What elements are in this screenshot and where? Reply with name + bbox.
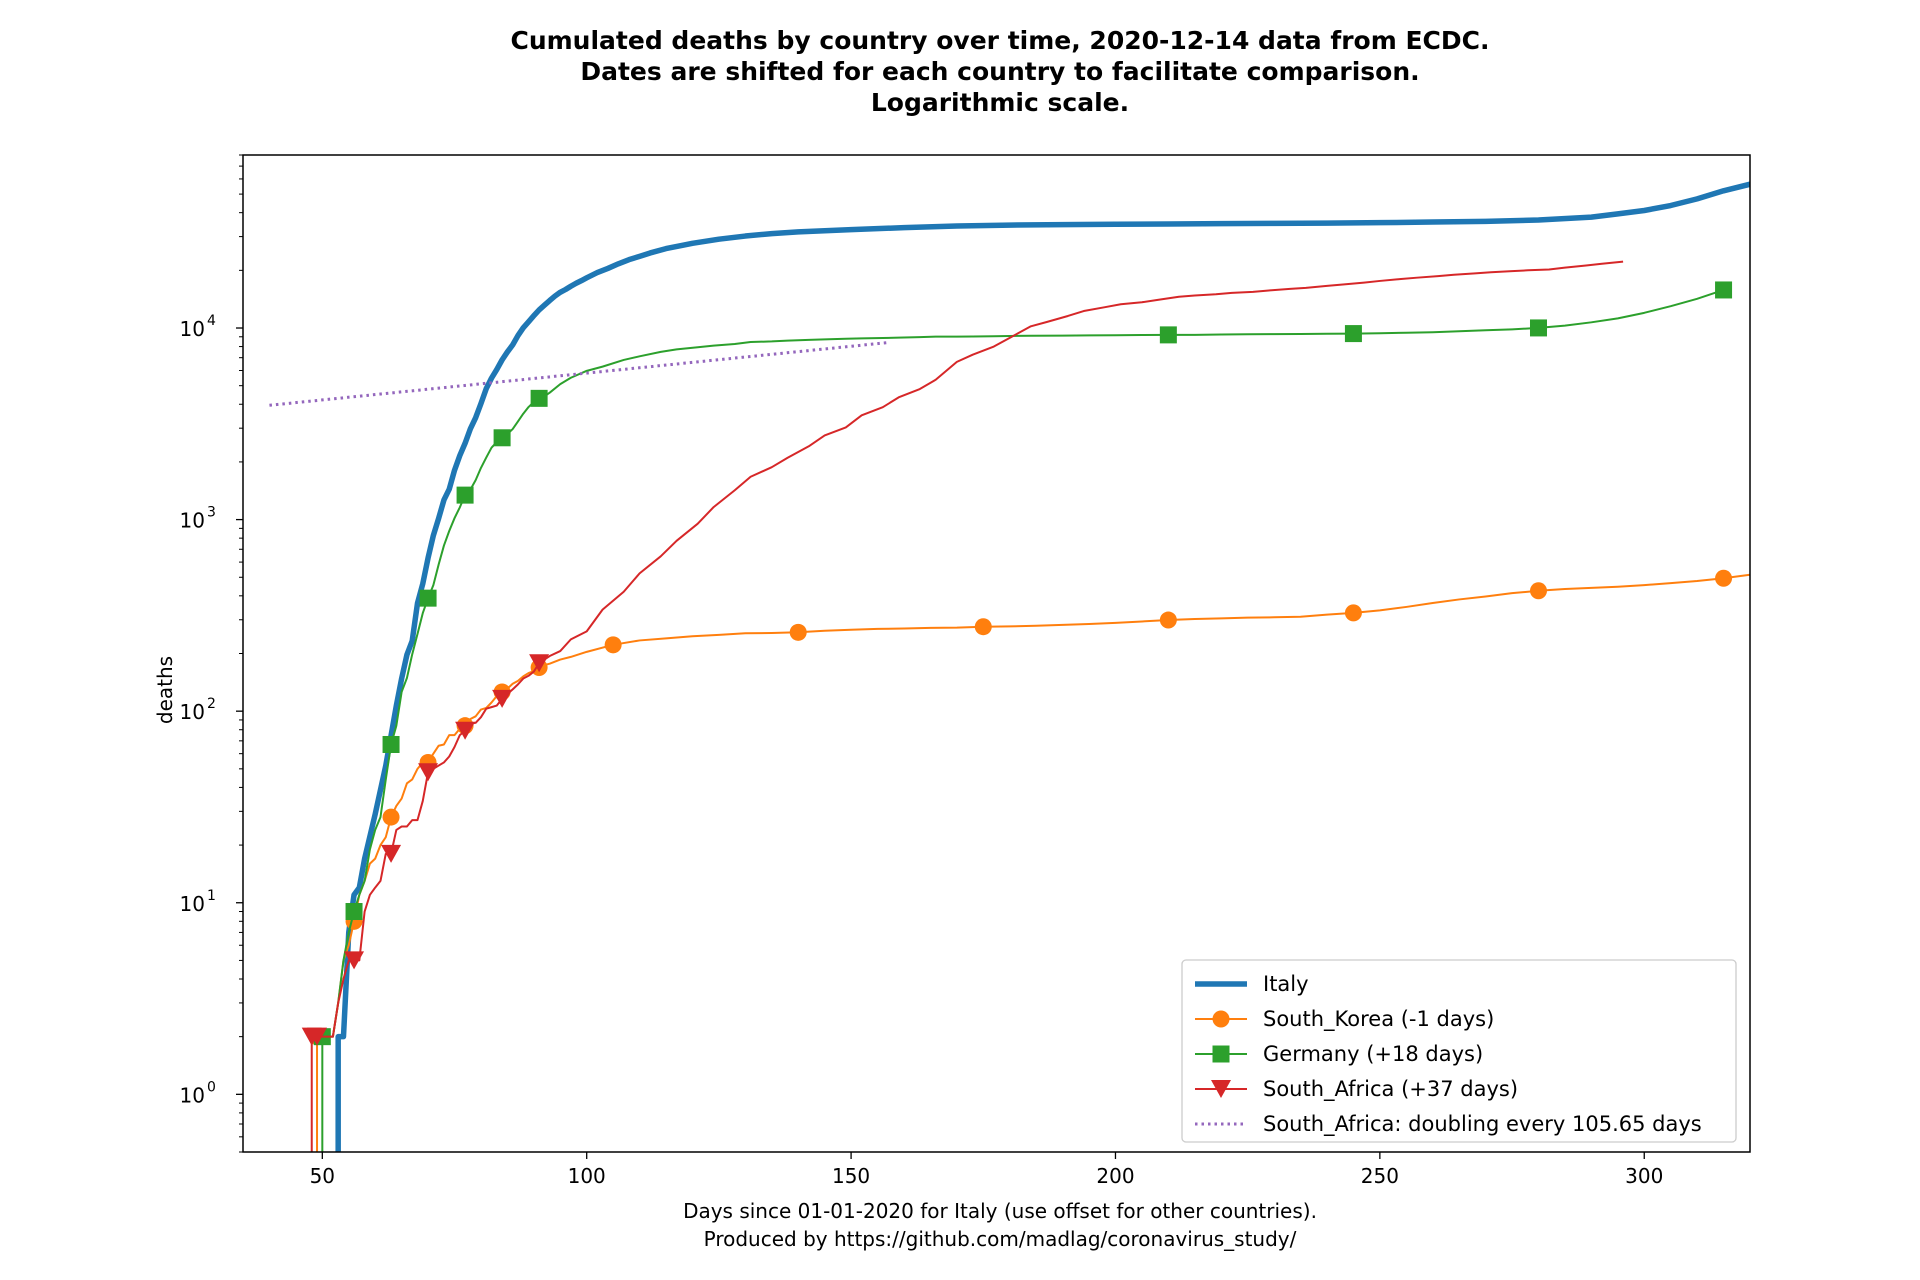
series-south-africa-37-days (301, 260, 1624, 1152)
data-point (382, 808, 400, 826)
y-tick-label: 10 (180, 700, 205, 724)
x-tick-label: 200 (1096, 1164, 1134, 1188)
legend-label: Italy (1263, 972, 1309, 996)
series-line-germany-18-days (321, 287, 1730, 1152)
legend-marker (1212, 1010, 1230, 1028)
data-point (1159, 611, 1177, 629)
legend-label: South_Africa: doubling every 105.65 days (1263, 1112, 1702, 1137)
data-point (344, 951, 365, 970)
data-point (1715, 569, 1733, 587)
legend: Italy South_Korea (-1 days) Germany (+18 d… (1181, 959, 1737, 1143)
series-line-italy (335, 181, 1750, 1152)
legend-item: Germany (+18 days) (1195, 1042, 1483, 1066)
x-tick-label: 100 (568, 1164, 606, 1188)
legend-label: South_Africa (+37 days) (1263, 1077, 1518, 1102)
series-line-south-africa-37-days (310, 260, 1624, 1152)
y-tick-exponent: 3 (207, 505, 216, 521)
x-tick-label: 300 (1625, 1164, 1663, 1188)
data-point (492, 689, 513, 708)
data-point (455, 721, 476, 740)
data-point (1344, 604, 1362, 622)
data-point (456, 486, 474, 504)
data-point (1715, 281, 1733, 299)
y-tick-exponent: 1 (207, 888, 216, 904)
data-point (1159, 326, 1177, 344)
x-axis-label-line-2: Produced by https://github.com/madlag/co… (704, 1227, 1297, 1251)
legend-item: South_Africa (+37 days) (1195, 1077, 1518, 1102)
series-italy (335, 181, 1750, 1152)
data-point (529, 654, 550, 673)
legend-label: South_Korea (-1 days) (1263, 1007, 1494, 1032)
x-tick-label: 250 (1361, 1164, 1399, 1188)
chart-title-line-2: Dates are shifted for each country to fa… (580, 57, 1419, 86)
data-point (345, 903, 363, 921)
legend-marker (1211, 1080, 1231, 1098)
data-point (493, 429, 511, 447)
y-tick-label: 10 (180, 892, 205, 916)
data-point (1529, 582, 1547, 600)
y-tick-label: 10 (180, 317, 205, 341)
legend-item: South_Korea (-1 days) (1195, 1007, 1494, 1032)
legend-label: Germany (+18 days) (1263, 1042, 1483, 1066)
data-point (382, 735, 400, 753)
y-tick-label: 10 (180, 1083, 205, 1107)
data-point (789, 623, 807, 641)
x-tick-label: 150 (832, 1164, 870, 1188)
legend-item: Italy (1195, 972, 1309, 996)
y-tick-exponent: 4 (207, 313, 216, 329)
legend-item: South_Africa: doubling every 105.65 days (1195, 1112, 1702, 1137)
x-axis-label-line-1: Days since 01-01-2020 for Italy (use off… (683, 1199, 1317, 1223)
data-point (381, 844, 402, 863)
data-point (418, 763, 439, 782)
y-tick-label: 10 (180, 509, 205, 533)
x-tick-label: 50 (310, 1164, 335, 1188)
legend-marker (1212, 1045, 1230, 1063)
data-point (307, 1027, 328, 1046)
chart-title-line-1: Cumulated deaths by country over time, 2… (510, 26, 1489, 55)
legend-box (1181, 959, 1737, 1143)
y-tick-exponent: 2 (207, 696, 216, 712)
data-point (974, 618, 992, 636)
y-axis-label: deaths (153, 656, 177, 724)
x-axis: 50 100 150 200 250 300 (310, 1152, 1663, 1188)
data-point (530, 389, 548, 407)
data-point (604, 636, 622, 654)
series-layer (269, 181, 1750, 1152)
y-tick-exponent: 0 (207, 1079, 216, 1095)
data-point (1344, 325, 1362, 343)
data-point (419, 589, 437, 607)
data-point (1529, 319, 1547, 337)
chart-title-line-3: Logarithmic scale. (871, 88, 1129, 117)
